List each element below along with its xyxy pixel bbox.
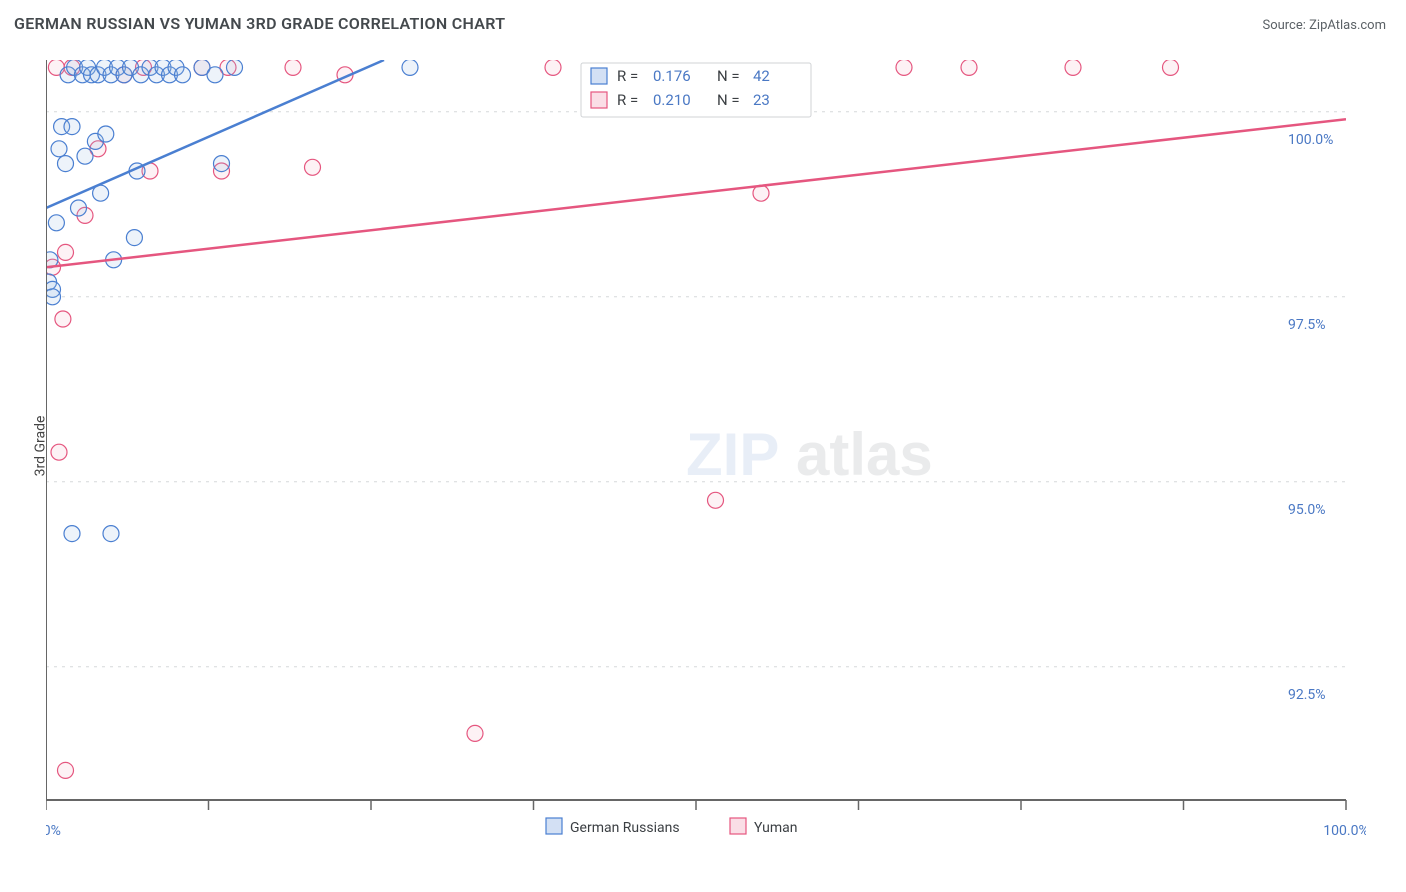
legend-r-value: 0.176 <box>653 67 691 85</box>
data-point <box>51 444 67 460</box>
data-point <box>58 244 74 260</box>
legend-swatch <box>591 92 607 108</box>
scatter-chart: 92.5% 95.0% 97.5% 100.0% ZIP atlas 0.0% 100.0% R… <box>46 60 1366 870</box>
data-point <box>98 126 114 142</box>
y-tick-label: 92.5% <box>1288 687 1326 703</box>
data-point <box>58 156 74 172</box>
legend-r-label: R = <box>617 91 638 109</box>
data-point <box>55 311 71 327</box>
data-point <box>227 60 243 75</box>
data-point <box>214 156 230 172</box>
watermark-atlas: atlas <box>796 421 933 488</box>
y-tick-label: 95.0% <box>1288 502 1326 518</box>
data-point <box>545 60 561 75</box>
data-point <box>58 762 74 778</box>
x-tick-label: 0.0% <box>46 823 61 839</box>
source-label: Source: ZipAtlas.com <box>1262 18 1386 33</box>
legend-n-value: 42 <box>753 67 770 85</box>
legend-swatch <box>730 818 746 834</box>
y-tick-label: 97.5% <box>1288 317 1326 333</box>
legend-r-value: 0.210 <box>653 91 691 109</box>
data-point <box>64 119 80 135</box>
data-point <box>51 141 67 157</box>
chart-title: GERMAN RUSSIAN VS YUMAN 3RD GRADE CORREL… <box>14 14 505 33</box>
data-point <box>175 67 191 83</box>
y-tick-label: 100.0% <box>1288 132 1333 148</box>
legend-series-label: Yuman <box>754 820 797 836</box>
legend-box <box>581 63 811 117</box>
data-point <box>285 60 301 75</box>
legend-n-label: N = <box>717 91 740 109</box>
data-point <box>71 200 87 216</box>
legend-series-label: German Russians <box>570 820 680 836</box>
legend-n-value: 23 <box>753 91 770 109</box>
data-point <box>103 526 119 542</box>
data-point <box>64 526 80 542</box>
data-point <box>896 60 912 75</box>
data-point <box>48 215 64 231</box>
data-point <box>77 148 93 164</box>
data-point <box>708 492 724 508</box>
data-point <box>207 67 223 83</box>
legend-swatch <box>591 68 607 84</box>
data-point <box>305 159 321 175</box>
x-tick-label: 100.0% <box>1323 823 1366 839</box>
legend-r-label: R = <box>617 67 638 85</box>
legend-swatch <box>546 818 562 834</box>
data-point <box>46 289 61 305</box>
legend-n-label: N = <box>717 67 740 85</box>
data-point <box>467 725 483 741</box>
data-point <box>126 230 142 246</box>
watermark-zip: ZIP <box>686 421 779 488</box>
data-point <box>1163 60 1179 75</box>
data-point <box>1065 60 1081 75</box>
trend-line <box>46 119 1346 267</box>
data-point <box>402 60 418 75</box>
data-point <box>961 60 977 75</box>
